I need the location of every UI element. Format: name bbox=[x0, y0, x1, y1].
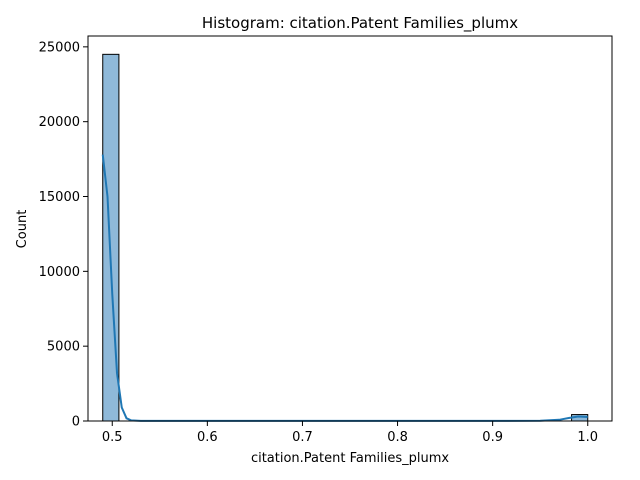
x-tick-label: 1.0 bbox=[577, 430, 598, 445]
x-tick-label: 0.6 bbox=[197, 430, 218, 445]
y-tick-label: 5000 bbox=[47, 340, 80, 355]
x-tick-label: 0.9 bbox=[482, 430, 503, 445]
x-tick-label: 0.8 bbox=[387, 430, 408, 445]
x-tick-label: 0.5 bbox=[102, 430, 123, 445]
y-tick-label: 25000 bbox=[39, 40, 80, 55]
plot-frame bbox=[88, 36, 612, 421]
kde-curve bbox=[103, 155, 588, 421]
y-axis-title: Count bbox=[15, 210, 30, 249]
y-tick-label: 20000 bbox=[39, 115, 80, 130]
x-tick-label: 0.7 bbox=[292, 430, 313, 445]
y-tick-label: 15000 bbox=[39, 190, 80, 205]
x-axis-title: citation.Patent Families_plumx bbox=[251, 451, 449, 466]
chart-title: Histogram: citation.Patent Families_plum… bbox=[202, 14, 518, 33]
y-tick-label: 10000 bbox=[39, 265, 80, 280]
y-tick-label: 0 bbox=[72, 415, 80, 430]
